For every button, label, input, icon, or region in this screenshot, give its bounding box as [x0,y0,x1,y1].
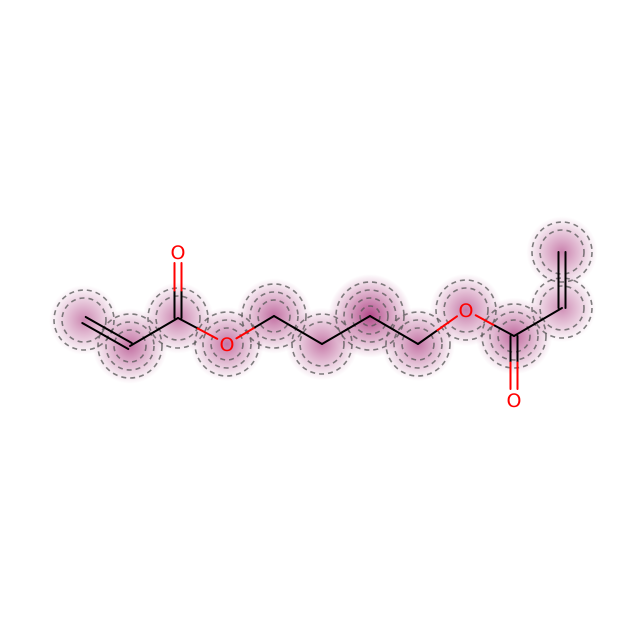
bond-7-0-b [393,329,419,345]
bond-4-0-a [235,326,257,340]
bond-0-1-b [104,335,130,351]
contour-ring-c2-2 [97,313,163,379]
contour-ring-o2-0 [210,327,244,361]
contour-ring-c5-0 [299,321,345,367]
bond-3-0-a [177,317,199,330]
atom-label-o1: O [171,242,186,264]
contour-ring-c4-0 [257,299,291,333]
bond-3-0-b [196,327,219,340]
contour-ring-c9-0 [539,285,585,331]
bond-6-0-b [345,315,371,331]
contour-ring-c9-1 [531,277,593,339]
contour-ring-c7-1 [393,319,443,369]
bond-5-0-b [297,329,323,345]
contour-ring-c4-1 [249,291,299,341]
bond-8-0-a [417,329,439,345]
contour-ring-o2-1 [202,319,252,369]
contour-ring-c7-2 [385,311,451,377]
contour-ring-c7-0 [401,327,435,361]
contour-ring-c8-1 [489,311,539,361]
bond-0-0-a [84,315,110,331]
bond-7-0-a [369,315,395,331]
bond-1-0-b [153,317,179,333]
contour-ring-c8-2 [481,303,547,369]
atom-label-layer: O O O O [171,242,522,412]
atom-label-o3: O [459,300,474,322]
contour-ring-c10-1 [531,221,593,283]
contour-ring-c6-2 [343,289,397,343]
bond-8-0-b [436,315,459,332]
bond-9-0-a [474,314,496,327]
bond-0-0-b [107,328,133,344]
atom-label-o2: O [220,334,235,356]
atom-label-o4: O [507,390,522,412]
heat-blob-c10 [526,216,598,288]
bond-9-0-b [493,324,515,337]
bond-11-0-a [513,321,539,337]
contour-ring-c3-0 [155,295,201,341]
contour-ring-c6-0 [359,305,381,327]
contour-lines [53,221,593,379]
contour-ring-c4-2 [241,283,307,349]
contour-ring-c10-0 [539,229,585,275]
contour-ring-o3-0 [443,287,489,333]
contour-ring-o3-1 [435,279,497,341]
contour-ring-c2-0 [113,329,147,363]
similarity-heatmap [49,216,598,384]
contour-ring-c2-1 [105,321,155,371]
bond-0-1-a [81,322,107,338]
contour-ring-c1-1 [53,289,115,351]
contour-ring-c8-0 [497,319,531,353]
bond-1-0-a [129,331,155,347]
bond-11-0-b [537,307,563,323]
bond-6-0-a [321,329,347,345]
contour-ring-c1-0 [61,297,107,343]
bond-layer [81,251,567,390]
bond-5-0-a [273,315,299,331]
contour-ring-c6-1 [351,297,389,335]
bond-4-0-b [254,315,275,329]
